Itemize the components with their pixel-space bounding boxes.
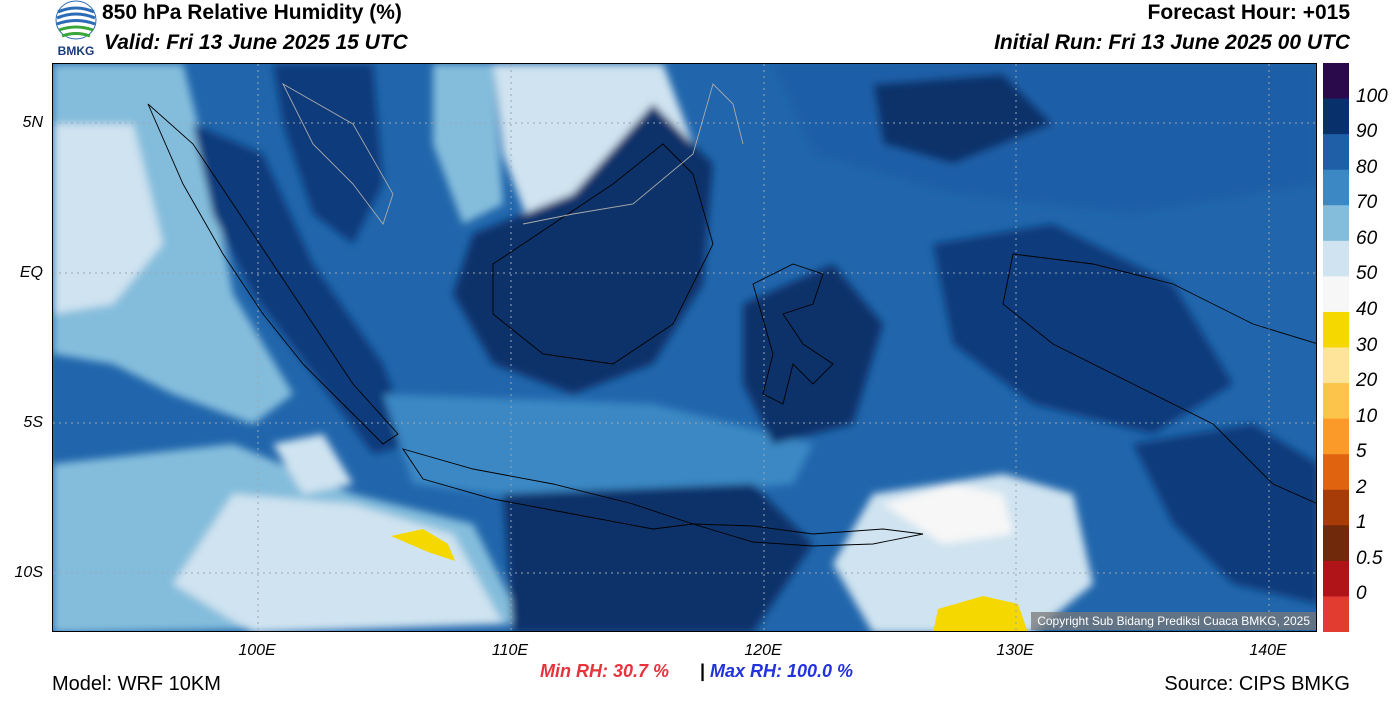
colorbar-label: 40: [1356, 298, 1378, 320]
copyright-notice: Copyright Sub Bidang Prediksi Cuaca BMKG…: [1031, 612, 1316, 630]
lon-label: 100E: [238, 642, 276, 659]
map-title: 850 hPa Relative Humidity (%): [102, 1, 402, 24]
colorbar-swatch: [1323, 169, 1349, 206]
colorbar-swatches: [1323, 63, 1349, 633]
colorbar: [1323, 63, 1349, 633]
min-rh: Min RH: 30.7 %: [540, 661, 670, 681]
colorbar-label: 0: [1356, 583, 1367, 605]
bmkg-logo: BMKG: [52, 0, 100, 60]
colorbar-swatch: [1323, 489, 1349, 526]
colorbar-label: 100: [1356, 85, 1388, 107]
bmkg-logo-icon: [55, 0, 97, 40]
coastlines: [147, 82, 1316, 547]
colorbar-swatch: [1323, 311, 1349, 348]
colorbar-label: 90: [1356, 121, 1378, 143]
model-label: Model: WRF 10KM: [52, 673, 221, 695]
lon-label: 110E: [491, 642, 529, 659]
humidity-map-canvas: [53, 64, 1316, 631]
lon-label: 140E: [1249, 642, 1287, 659]
colorbar-swatch: [1323, 525, 1349, 562]
colorbar-label: 10: [1356, 405, 1378, 427]
stats-separator: |: [700, 661, 706, 681]
max-rh: Max RH: 100.0 %: [710, 661, 854, 681]
colorbar-swatch: [1323, 205, 1349, 242]
colorbar-label: 5: [1356, 441, 1367, 463]
source-label: Source: CIPS BMKG: [1164, 673, 1350, 695]
dry-patch: [933, 596, 1028, 631]
colorbar-swatch: [1323, 276, 1349, 313]
lat-label: 10S: [14, 564, 43, 581]
colorbar-label: 60: [1356, 227, 1378, 249]
colorbar-label: 1: [1356, 512, 1367, 534]
logo-text: BMKG: [57, 44, 95, 58]
colorbar-label: 80: [1356, 156, 1378, 178]
dry-patch: [391, 529, 455, 561]
colorbar-label: 30: [1356, 334, 1378, 356]
initial-run: Initial Run: Fri 13 June 2025 00 UTC: [994, 31, 1350, 54]
lat-label: 5N: [22, 114, 43, 131]
lon-label: 130E: [996, 642, 1034, 659]
colorbar-label: 70: [1356, 192, 1378, 214]
colorbar-swatch: [1323, 347, 1349, 384]
colorbar-swatch: [1323, 418, 1349, 455]
lat-label: EQ: [19, 264, 43, 281]
colorbar-label: 0.5: [1356, 547, 1383, 569]
lat-label: 5S: [23, 414, 43, 431]
humidity-map: [52, 63, 1317, 632]
forecast-hour: Forecast Hour: +015: [1147, 1, 1351, 24]
colorbar-label: 20: [1356, 370, 1378, 392]
colorbar-swatch: [1323, 240, 1349, 277]
colorbar-swatch: [1323, 596, 1349, 633]
colorbar-label: 2: [1356, 476, 1367, 498]
colorbar-swatch: [1323, 98, 1349, 135]
colorbar-label: 50: [1356, 263, 1378, 285]
colorbar-swatch: [1323, 383, 1349, 420]
graticule: [53, 64, 1316, 631]
colorbar-swatch: [1323, 134, 1349, 171]
valid-time: Valid: Fri 13 June 2025 15 UTC: [104, 31, 408, 54]
colorbar-swatch: [1323, 63, 1349, 100]
lon-label: 120E: [744, 642, 782, 659]
colorbar-swatch: [1323, 454, 1349, 491]
colorbar-swatch: [1323, 560, 1349, 597]
